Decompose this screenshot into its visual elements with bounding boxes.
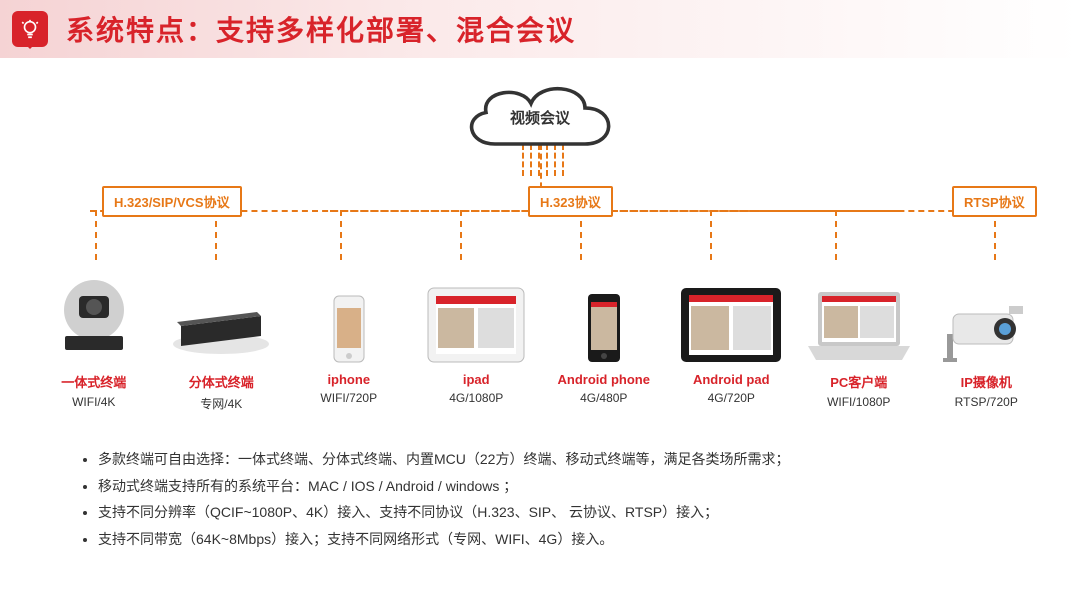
codec-box-icon — [171, 274, 271, 364]
device-ipad: ipad 4G/1080P — [421, 274, 531, 412]
ipad-icon — [426, 274, 526, 364]
device-spec: 专网/4K — [200, 395, 242, 412]
device-name: iphone — [327, 372, 370, 387]
device-android-pad: Android pad 4G/720P — [676, 274, 786, 412]
protocol-left: H.323/SIP/VCS协议 — [102, 186, 242, 217]
cloud-label: 视频会议 — [510, 107, 570, 128]
page-title: 系统特点：支持多样化部署、混合会议 — [66, 9, 576, 49]
android-phone-icon — [586, 274, 622, 364]
bullet-item: 移动式终端支持所有的系统平台：MAC / IOS / Android / win… — [98, 473, 1000, 500]
device-spec: 4G/720P — [708, 391, 755, 405]
device-name: PC客户端 — [830, 372, 887, 391]
header-bar: 系统特点：支持多样化部署、混合会议 — [0, 0, 1080, 58]
device-name: 一体式终端 — [61, 372, 126, 391]
device-camera-terminal: 一体式终端 WIFI/4K — [39, 274, 149, 412]
device-laptop: PC客户端 WIFI/1080P — [804, 274, 914, 412]
bulb-icon — [12, 11, 48, 47]
device-spec: WIFI/4K — [72, 395, 115, 409]
device-name: Android phone — [558, 372, 650, 387]
diagram-canvas: 视频会议 H.323/SIP/VCS协议 H.323协议 RTSP协议 一体式终… — [0, 58, 1080, 418]
device-name: ipad — [463, 372, 490, 387]
device-ip-camera: IP摄像机 RTSP/720P — [931, 274, 1041, 412]
device-row: 一体式终端 WIFI/4K 分体式终端 专网/4K iphone WIFI/72… — [0, 274, 1080, 412]
bullet-item: 多款终端可自由选择：一体式终端、分体式终端、内置MCU（22方）终端、移动式终端… — [98, 446, 1000, 473]
protocol-right: RTSP协议 — [952, 186, 1037, 217]
bullet-item: 支持不同带宽（64K~8Mbps）接入；支持不同网络形式（专网、WIFI、4G）… — [98, 526, 1000, 553]
device-spec: 4G/480P — [580, 391, 627, 405]
device-name: 分体式终端 — [189, 372, 254, 391]
protocol-mid: H.323协议 — [528, 186, 613, 217]
device-name: Android pad — [693, 372, 770, 387]
device-spec: WIFI/720P — [320, 391, 377, 405]
laptop-icon — [804, 274, 914, 364]
ip-camera-icon — [941, 274, 1031, 364]
cloud-node: 视频会议 — [450, 72, 630, 162]
camera-terminal-icon — [51, 274, 137, 364]
device-android-phone: Android phone 4G/480P — [549, 274, 659, 412]
device-name: IP摄像机 — [961, 372, 1012, 391]
feature-bullets: 多款终端可自由选择：一体式终端、分体式终端、内置MCU（22方）终端、移动式终端… — [0, 418, 1080, 552]
iphone-icon — [332, 274, 366, 364]
bullet-item: 支持不同分辨率（QCIF~1080P、4K）接入、支持不同协议（H.323、SI… — [98, 499, 1000, 526]
device-spec: RTSP/720P — [955, 395, 1018, 409]
device-iphone: iphone WIFI/720P — [294, 274, 404, 412]
android-pad-icon — [679, 274, 783, 364]
device-spec: WIFI/1080P — [827, 395, 890, 409]
device-codec-box: 分体式终端 专网/4K — [166, 274, 276, 412]
device-spec: 4G/1080P — [449, 391, 503, 405]
